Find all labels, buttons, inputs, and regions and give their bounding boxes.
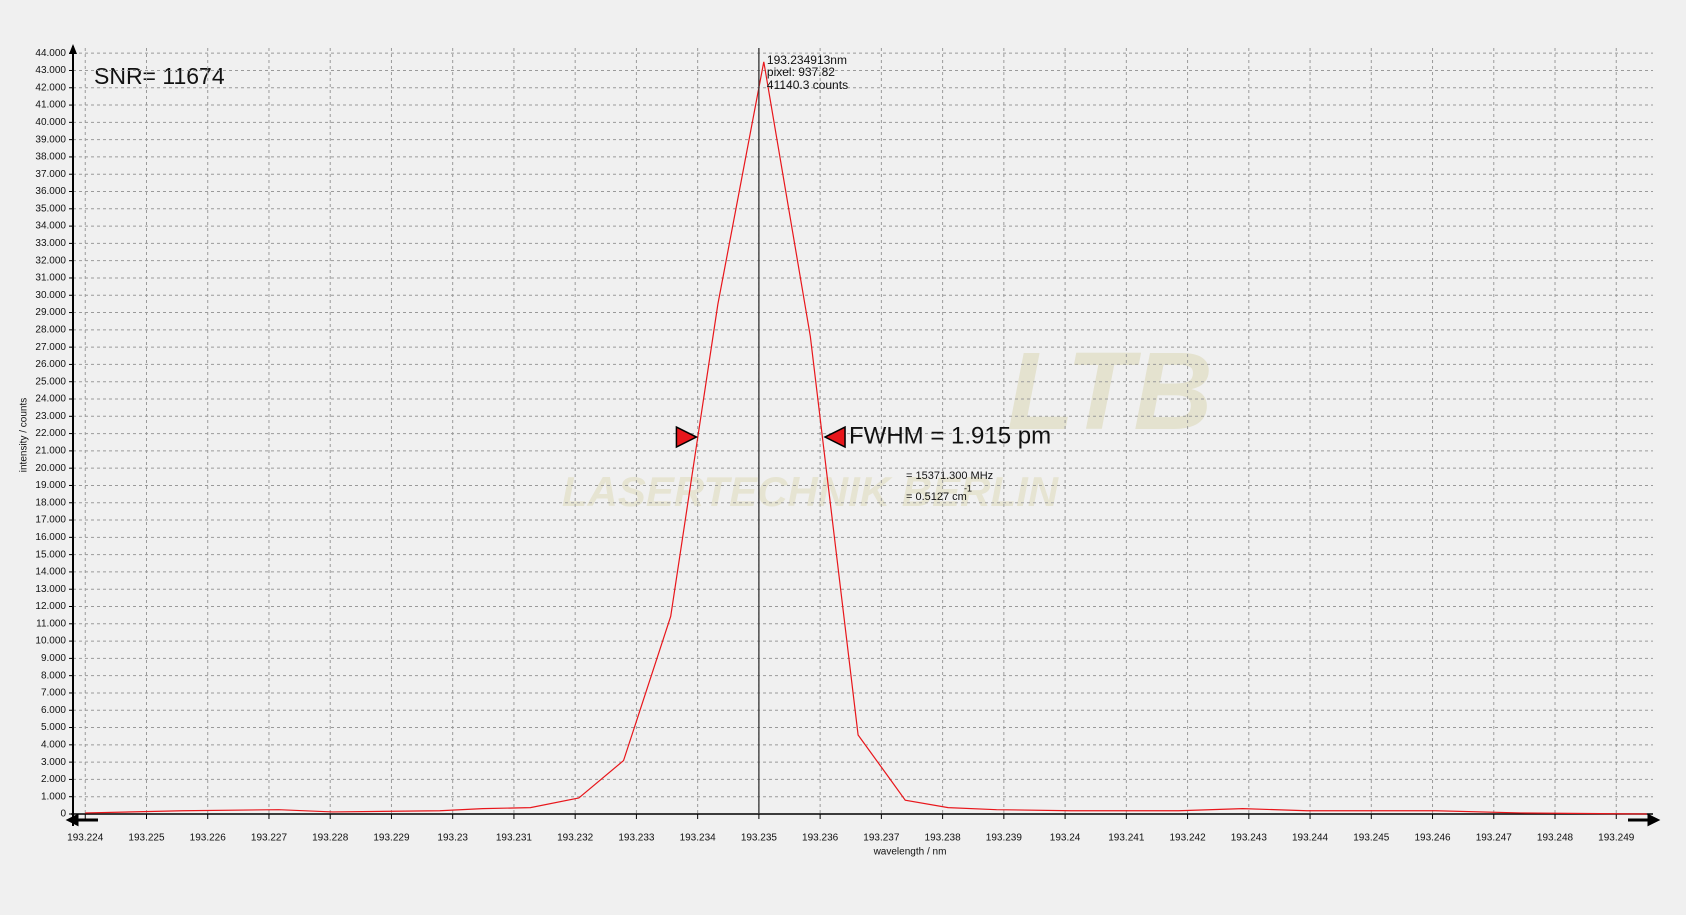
- y-tick-label: 3.000: [41, 757, 66, 768]
- y-tick-label: 29.000: [35, 307, 66, 318]
- x-tick-label: 193.227: [251, 833, 288, 844]
- y-tick-label: 43.000: [35, 65, 66, 76]
- x-tick-label: 193.248: [1537, 833, 1574, 844]
- y-tick-label: 6.000: [41, 705, 66, 716]
- x-tick-label: 193.247: [1476, 833, 1513, 844]
- y-tick-label: 24.000: [35, 394, 66, 405]
- watermark-logo: LTB: [1007, 330, 1213, 453]
- cursor-pixel: pixel: 937.82: [767, 65, 835, 79]
- y-tick-label: 23.000: [35, 411, 66, 422]
- y-tick-label: 12.000: [35, 601, 66, 612]
- x-tick-label: 193.239: [986, 833, 1023, 844]
- y-tick-label: 5.000: [41, 722, 66, 733]
- y-tick-label: 13.000: [35, 584, 66, 595]
- y-tick-label: 0: [60, 809, 66, 820]
- x-tick-label: 193.245: [1353, 833, 1390, 844]
- y-tick-label: 4.000: [41, 739, 66, 750]
- x-tick-label: 193.241: [1108, 833, 1145, 844]
- x-tick-label: 193.242: [1169, 833, 1206, 844]
- x-axis-arrow: [1628, 813, 1661, 827]
- y-tick-label: 7.000: [41, 688, 66, 699]
- y-tick-label: 27.000: [35, 342, 66, 353]
- fwhm-marker-right: [823, 425, 846, 449]
- y-tick-label: 34.000: [35, 221, 66, 232]
- x-tick-label: 193.236: [802, 833, 839, 844]
- y-tick-label: 8.000: [41, 670, 66, 681]
- x-tick-label: 193.226: [190, 833, 227, 844]
- y-tick-label: 37.000: [35, 169, 66, 180]
- y-tick-label: 30.000: [35, 290, 66, 301]
- y-tick-label: 19.000: [35, 480, 66, 491]
- watermark-text: LASERTECHNIK BERLIN: [562, 468, 1060, 515]
- x-tick-label: 193.244: [1292, 833, 1329, 844]
- cursor-counts: 41140.3 counts: [767, 78, 848, 92]
- y-tick-label: 1.000: [41, 791, 66, 802]
- x-axis-label: wavelength / nm: [873, 847, 947, 858]
- y-tick-label: 22.000: [35, 428, 66, 439]
- y-tick-label: 28.000: [35, 324, 66, 335]
- y-axis-arrow: [69, 44, 77, 54]
- y-tick-label: 39.000: [35, 134, 66, 145]
- x-tick-label: 193.23: [437, 833, 468, 844]
- x-tick-label: 193.237: [863, 833, 900, 844]
- y-tick-label: 20.000: [35, 463, 66, 474]
- y-tick-label: 18.000: [35, 497, 66, 508]
- x-tick-label: 193.246: [1414, 833, 1451, 844]
- x-tick-label: 193.229: [373, 833, 410, 844]
- y-tick-label: 41.000: [35, 100, 66, 111]
- cursor-wavelength: 193.234913nm: [767, 53, 847, 67]
- y-tick-label: 11.000: [36, 618, 66, 629]
- spectrum-line: [85, 61, 1647, 815]
- x-tick-label: 193.231: [496, 833, 533, 844]
- y-tick-label: 42.000: [35, 82, 66, 93]
- x-tick-label: 193.234: [680, 833, 717, 844]
- y-tick-label: 31.000: [35, 273, 66, 284]
- fwhm-wavenumber-unit: -1: [964, 483, 972, 493]
- y-tick-label: 44.000: [35, 48, 66, 59]
- fwhm-wavenumber: = 0.5127 cm: [906, 491, 967, 503]
- y-tick-label: 17.000: [35, 515, 66, 526]
- y-tick-label: 36.000: [35, 186, 66, 197]
- y-tick-label: 16.000: [35, 532, 66, 543]
- y-tick-label: 38.000: [35, 152, 66, 163]
- origin-arrow: [65, 813, 98, 827]
- x-tick-label: 193.24: [1050, 833, 1081, 844]
- y-tick-label: 32.000: [35, 255, 66, 266]
- y-tick-label: 40.000: [35, 117, 66, 128]
- y-tick-label: 10.000: [35, 636, 66, 647]
- x-tick-label: 193.249: [1598, 833, 1635, 844]
- fwhm-label: FWHM = 1.915 pm: [849, 422, 1051, 449]
- y-tick-label: 35.000: [35, 203, 66, 214]
- y-tick-label: 9.000: [41, 653, 66, 664]
- x-tick-label: 193.228: [312, 833, 349, 844]
- x-tick-label: 193.233: [618, 833, 655, 844]
- y-tick-label: 33.000: [35, 238, 66, 249]
- y-tick-label: 25.000: [35, 376, 66, 387]
- y-tick-label: 14.000: [35, 567, 66, 578]
- y-tick-label: 2.000: [41, 774, 66, 785]
- x-tick-label: 193.238: [925, 833, 962, 844]
- snr-annotation: SNR= 11674: [94, 63, 225, 89]
- x-tick-label: 193.243: [1231, 833, 1268, 844]
- fwhm-marker-left: [675, 425, 699, 449]
- y-tick-label: 21.000: [35, 446, 66, 457]
- x-tick-label: 193.225: [128, 833, 165, 844]
- x-tick-label: 193.224: [67, 833, 104, 844]
- fwhm-frequency: = 15371.300 MHz: [906, 470, 993, 482]
- y-tick-label: 26.000: [35, 359, 66, 370]
- x-tick-label: 193.232: [557, 833, 594, 844]
- x-tick-label: 193.235: [741, 833, 778, 844]
- y-tick-label: 15.000: [35, 549, 66, 560]
- y-axis-label: intensity / counts: [19, 398, 30, 472]
